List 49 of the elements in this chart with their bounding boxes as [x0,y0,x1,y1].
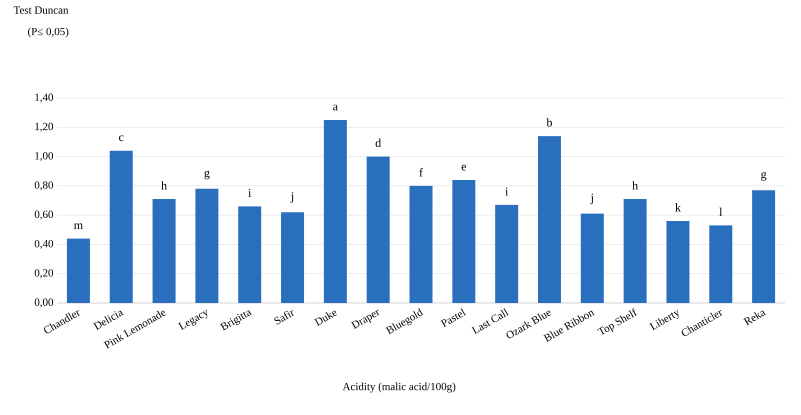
annotation: k [675,203,681,212]
bar [666,221,690,303]
y-tick-label: 1,20 [35,122,54,132]
bar [580,214,604,303]
annotation: j [590,194,593,204]
bar [624,199,647,303]
y-tick-label: 1,00 [35,152,54,162]
chart-title: Test Duncan [14,6,68,14]
bar [66,238,90,303]
annotation: a [333,104,338,110]
x-tick-label: Duke [314,310,338,326]
bar [324,120,347,303]
annotation: h [161,181,167,190]
annotation: h [632,181,638,190]
annotation: e [462,164,466,170]
y-tick-label: 1,40 [35,94,54,102]
bar [752,190,776,303]
annotation: m [74,223,83,230]
bar [281,212,304,303]
x-tick-label: Reka [743,310,766,326]
bar [195,188,218,303]
bar [709,225,732,303]
annotation: f [419,168,423,176]
annotation: c [119,135,124,142]
bar [452,180,476,303]
bar [410,186,433,303]
bar [495,204,518,303]
annotation: i [248,188,252,197]
x-tick-label: Safir [274,310,294,325]
x-tick-label: Top Shelf [597,308,638,336]
bar [366,156,390,303]
y-tick-label: 0,20 [34,269,54,278]
bar [538,136,561,303]
x-axis-title: Acidity (malic acid/100g) [342,382,456,392]
bar [152,199,176,303]
chart-subtitle: (P≤ 0,05) [28,28,68,38]
y-tick-label: 0,80 [34,181,54,190]
y-tick-label: 0,40 [34,240,54,249]
annotation: l [719,208,722,216]
annotation: g [204,170,210,180]
bar [238,206,262,303]
y-tick-label: 0,00 [34,298,54,308]
annotation: d [376,138,382,148]
bar [110,150,133,303]
y-tick-label: 0,60 [34,210,54,220]
annotation: b [546,118,552,127]
annotation: g [761,172,766,181]
annotation: j [290,192,294,203]
annotation: i [505,187,508,196]
